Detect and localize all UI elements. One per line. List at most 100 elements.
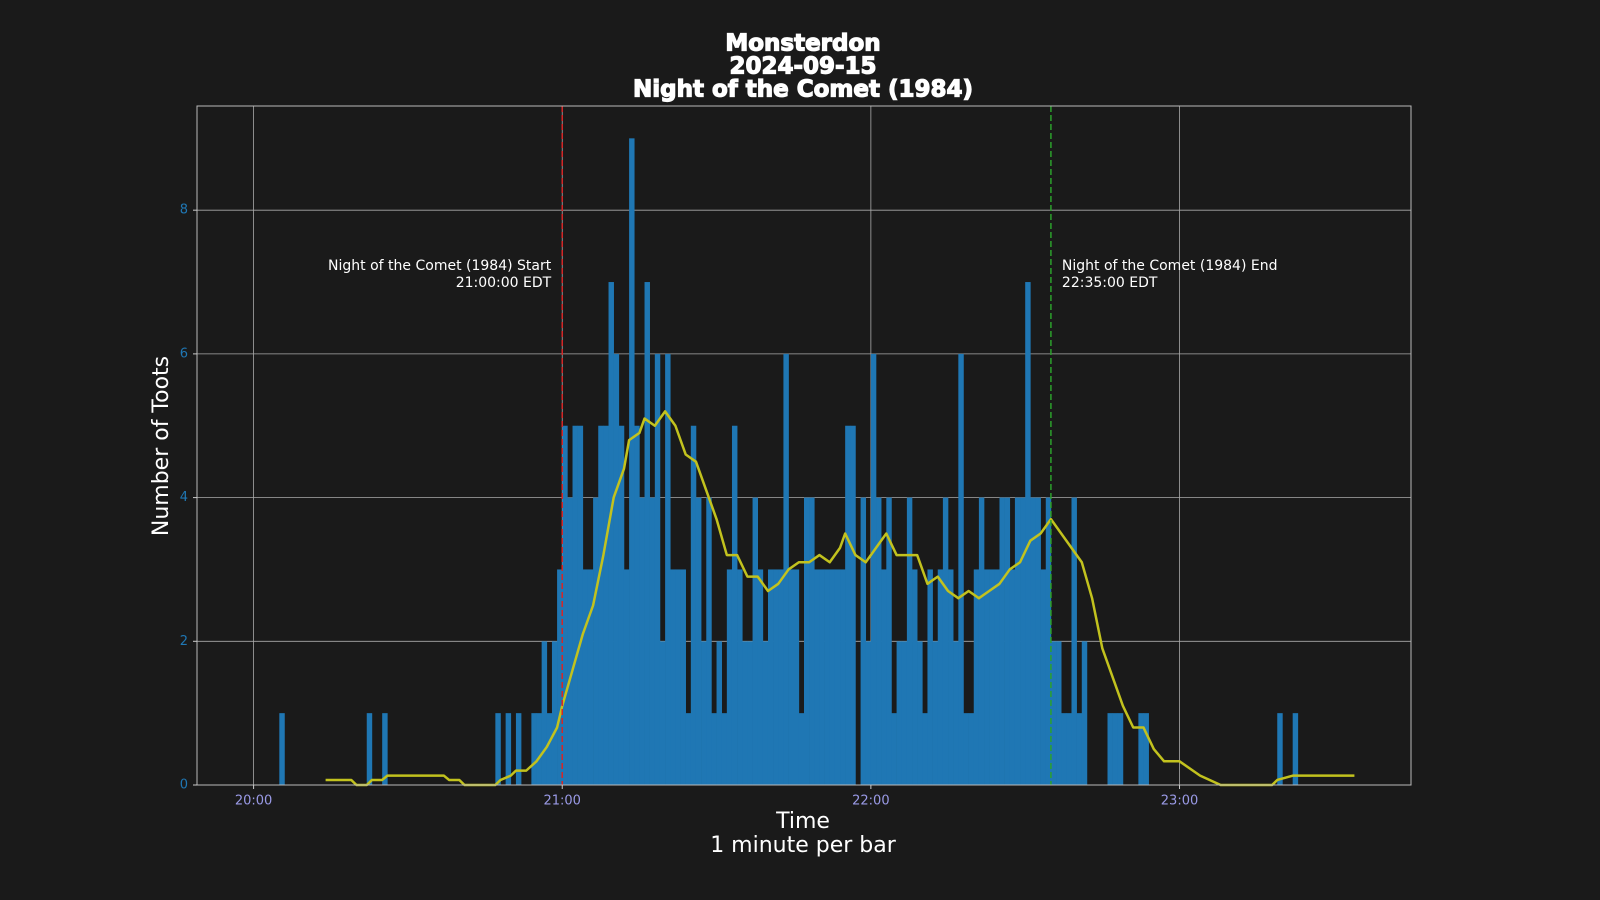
bar xyxy=(603,425,609,785)
y-tick-label: 4 xyxy=(180,490,188,505)
bar xyxy=(726,569,733,785)
bar xyxy=(551,641,558,785)
bar xyxy=(747,641,753,785)
bar xyxy=(1292,713,1299,785)
bar xyxy=(572,425,578,785)
bar xyxy=(629,138,635,786)
bar xyxy=(706,497,712,785)
bar xyxy=(901,641,908,785)
y-axis-label: Number of Toots xyxy=(149,356,174,536)
bar xyxy=(644,282,650,785)
event-label: Night of the Comet (1984) Start xyxy=(328,258,552,274)
chart-title: Monsterdon xyxy=(725,31,880,57)
bar xyxy=(937,569,944,785)
bar xyxy=(711,713,717,785)
bar xyxy=(1030,497,1036,785)
bar xyxy=(762,641,769,785)
x-tick-label: 23:00 xyxy=(1161,794,1198,809)
bar xyxy=(767,569,774,785)
bar xyxy=(598,425,604,785)
bar xyxy=(1056,641,1062,785)
bar xyxy=(737,569,743,785)
bar xyxy=(891,713,897,785)
bar xyxy=(680,569,686,785)
bar xyxy=(922,713,928,785)
bar xyxy=(881,569,887,785)
event-label: 22:35:00 EDT xyxy=(1062,275,1158,291)
bar xyxy=(515,713,522,785)
event-label: Night of the Comet (1984) End xyxy=(1062,258,1278,274)
rolling-line xyxy=(325,410,1355,787)
bar xyxy=(1050,641,1057,785)
event-label: 21:00:00 EDT xyxy=(456,275,552,291)
bar xyxy=(541,641,548,785)
bar xyxy=(531,713,537,785)
bar xyxy=(634,425,640,785)
bar xyxy=(834,569,841,785)
bar xyxy=(840,569,846,785)
bar xyxy=(804,497,810,785)
bar xyxy=(809,497,815,785)
bar xyxy=(670,569,676,785)
bar xyxy=(623,569,630,785)
bar xyxy=(932,641,939,785)
bar xyxy=(659,641,666,785)
bar xyxy=(1071,497,1077,785)
bar xyxy=(505,713,512,785)
y-tick-label: 2 xyxy=(180,634,188,649)
bar xyxy=(562,425,568,785)
y-tick-label: 6 xyxy=(180,346,188,361)
bar xyxy=(973,569,980,785)
bar xyxy=(536,713,542,785)
x-axis-label: Time xyxy=(775,809,830,834)
bar xyxy=(948,569,954,785)
bar xyxy=(721,713,728,785)
bar xyxy=(366,713,373,785)
bar xyxy=(773,569,779,785)
bar xyxy=(999,497,1005,785)
bar xyxy=(917,641,923,785)
bar xyxy=(546,713,553,785)
bar xyxy=(1014,497,1021,785)
bar xyxy=(958,353,964,785)
bar xyxy=(994,569,1000,785)
x-tick-label: 22:00 xyxy=(852,794,889,809)
bar xyxy=(757,569,764,785)
bar xyxy=(685,713,692,785)
x-tick-label: 21:00 xyxy=(543,794,580,809)
bar xyxy=(850,425,856,785)
bar xyxy=(618,425,625,785)
bar xyxy=(1009,569,1016,785)
bar xyxy=(1081,641,1088,785)
bar xyxy=(1143,713,1149,785)
bar xyxy=(978,497,985,785)
bar xyxy=(1040,569,1047,785)
bar xyxy=(778,569,784,785)
bar xyxy=(819,569,825,785)
bar xyxy=(1045,497,1052,785)
bar xyxy=(582,569,589,785)
bar xyxy=(1107,713,1113,785)
x-tick-label: 20:00 xyxy=(235,794,272,809)
bar xyxy=(639,497,645,785)
bar xyxy=(829,569,836,785)
bar xyxy=(1066,713,1072,785)
bar xyxy=(382,713,388,785)
bar xyxy=(587,569,594,785)
bar xyxy=(695,497,702,785)
bar xyxy=(886,497,892,785)
bar xyxy=(577,425,584,785)
bar xyxy=(675,569,681,785)
bar xyxy=(927,569,933,785)
bar xyxy=(1138,713,1144,785)
bar xyxy=(1061,713,1067,785)
bar xyxy=(1277,713,1283,785)
bar xyxy=(912,569,918,785)
bar xyxy=(1020,497,1026,785)
bar xyxy=(1004,497,1011,785)
bar xyxy=(1076,713,1083,785)
bar xyxy=(984,569,990,785)
bar xyxy=(742,641,748,785)
bar xyxy=(608,282,614,785)
